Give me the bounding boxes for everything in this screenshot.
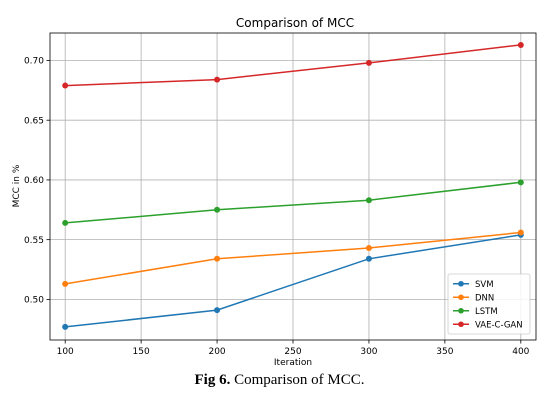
legend-label-vae-c-gan: VAE-C-GAN [475,320,523,330]
x-tick-label: 250 [284,347,301,357]
x-tick-label: 200 [208,347,225,357]
x-tick-label: 400 [512,347,529,357]
caption-text: Comparison of MCC. [230,372,365,388]
caption-label: Fig 6. [194,372,231,388]
x-tick-label: 300 [360,347,377,357]
data-point-dnn [365,245,372,252]
data-point-svm [62,323,69,330]
data-point-lstm [214,206,221,213]
data-point-lstm [517,179,524,186]
x-axis-ticks: 100 150 200 250 300 350 400 [57,340,530,357]
y-axis-label: MCC in % [12,164,22,207]
data-point-vae-c-gan [365,59,372,66]
data-point-dnn [214,255,221,262]
legend-marker-lstm [458,307,464,314]
legend-marker-vae-c-gan [458,321,464,328]
y-tick-label: 0.60 [24,176,44,186]
y-tick-label: 0.50 [24,296,44,306]
legend: SVM DNN LSTM VAE-C-GAN [447,273,531,335]
y-tick-label: 0.55 [24,236,44,246]
y-tick-label: 0.70 [24,57,44,67]
x-tick-label: 100 [57,347,74,357]
series-line-vae-c-gan [65,44,521,87]
data-point-svm [365,255,372,262]
x-tick-label: 150 [133,347,150,357]
chart-title: Comparison of MCC [236,16,354,30]
data-point-vae-c-gan [214,76,221,83]
legend-box [447,273,531,335]
series-line-lstm [65,181,521,224]
data-point-vae-c-gan [62,82,69,89]
data-point-lstm [62,219,69,226]
legend-label-svm: SVM [475,280,494,290]
legend-marker-svm [458,280,464,287]
legend-marker-dnn [458,294,464,301]
data-point-dnn [62,280,69,287]
legend-label-dnn: DNN [475,293,494,303]
series-line-svm [65,234,521,328]
x-axis-label: Iteration [274,358,312,368]
x-tick-label: 350 [436,347,453,357]
data-point-svm [214,307,221,314]
data-point-dnn [517,229,524,236]
y-tick-label: 0.65 [24,116,44,126]
data-point-lstm [365,197,372,204]
data-series [62,41,524,330]
y-axis-ticks: 0.50 0.55 0.60 0.65 0.70 [24,57,50,306]
series-line-dnn [65,231,521,285]
figure-caption: Fig 6. Comparison of MCC. [0,372,559,389]
data-point-vae-c-gan [517,41,524,48]
legend-label-lstm: LSTM [475,307,498,317]
